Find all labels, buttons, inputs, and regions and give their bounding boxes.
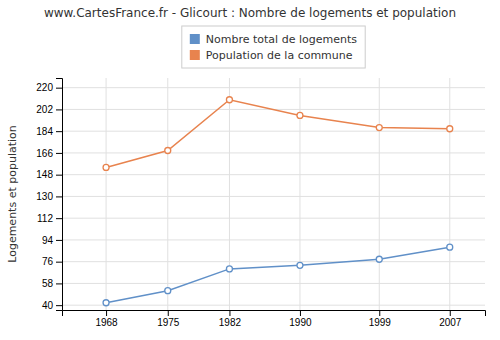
grid-line-y <box>62 218 485 219</box>
chart: www.CartesFrance.fr - Glicourt : Nombre … <box>0 0 500 340</box>
y-tick: 58 <box>42 278 62 289</box>
y-tick: 76 <box>42 256 62 267</box>
legend: Nombre total de logements Population de l… <box>182 26 365 68</box>
x-tick-label: 2007 <box>439 317 462 328</box>
grid-line-y <box>62 152 485 153</box>
y-tick-label: 220 <box>36 82 53 93</box>
y-tick-mark <box>56 109 62 110</box>
grid-line-y <box>62 131 485 132</box>
y-tick: 202 <box>36 104 62 115</box>
y-axis: 40 58 76 94 112 130 148 166 184 202 220 <box>36 79 62 311</box>
x-tick-label: 1968 <box>95 317 118 328</box>
grid-line-y <box>62 261 485 262</box>
legend-label: Population de la commune <box>206 49 353 62</box>
grid-line-y <box>62 283 485 284</box>
y-axis-line <box>56 79 63 311</box>
series-line <box>106 100 450 168</box>
grid-line-y <box>62 239 485 240</box>
series-marker <box>103 300 109 306</box>
series-marker <box>297 262 303 268</box>
x-tick: 2007 <box>439 310 462 328</box>
x-tick: 1968 <box>95 310 118 328</box>
legend-swatch <box>190 50 200 60</box>
y-tick-label: 148 <box>36 169 53 180</box>
grid <box>62 78 485 310</box>
y-tick-mark <box>56 153 62 154</box>
series-marker <box>103 164 109 170</box>
y-tick-mark <box>56 175 62 176</box>
y-tick-mark <box>56 283 62 284</box>
series-marker <box>226 266 232 272</box>
legend-box <box>182 26 365 68</box>
series-marker <box>165 148 171 154</box>
y-tick-mark <box>56 240 62 241</box>
y-tick: 130 <box>36 191 62 202</box>
legend-item: Nombre total de logements <box>190 33 357 46</box>
title: www.CartesFrance.fr - Glicourt : Nombre … <box>44 6 456 20</box>
y-tick-label: 40 <box>42 300 54 311</box>
grid-line-y <box>62 87 485 88</box>
series-marker <box>165 288 171 294</box>
y-tick-mark <box>56 196 62 197</box>
y-tick-mark <box>56 131 62 132</box>
grid-line-y <box>62 174 485 175</box>
y-tick-label: 76 <box>42 256 54 267</box>
plot-area: 1968 1975 1982 1990 1999 2007 40 58 76 94 112 130 14… <box>36 78 485 328</box>
x-tick-label: 1990 <box>289 317 312 328</box>
x-tick: 1990 <box>289 310 312 328</box>
y-tick-label: 166 <box>36 148 53 159</box>
series-marker <box>297 112 303 118</box>
y-tick-mark <box>56 305 62 306</box>
y-tick-label: 130 <box>36 191 53 202</box>
legend-item: Population de la commune <box>190 49 353 62</box>
y-tick: 112 <box>37 213 62 224</box>
grid-line-y <box>62 196 485 197</box>
y-axis-title: Logements et population <box>6 125 19 263</box>
series-marker <box>376 256 382 262</box>
x-tick-label: 1982 <box>219 317 242 328</box>
y-tick: 220 <box>36 82 62 93</box>
x-axis-line <box>63 311 486 317</box>
series-marker <box>447 126 453 132</box>
x-tick-label: 1975 <box>157 317 180 328</box>
y-tick: 166 <box>36 148 62 159</box>
y-tick: 148 <box>36 169 62 180</box>
grid-line-x <box>106 78 107 310</box>
x-tick-mark <box>379 310 380 316</box>
grid-line-x <box>167 78 168 310</box>
grid-line-y <box>62 305 485 306</box>
grid-line-x <box>449 78 450 310</box>
y-tick-mark <box>56 218 62 219</box>
x-tick: 1982 <box>219 310 242 328</box>
y-tick-label: 58 <box>42 278 54 289</box>
x-tick-mark <box>450 310 451 316</box>
x-tick-mark <box>229 310 230 316</box>
x-tick-mark <box>168 310 169 316</box>
y-tick-mark <box>56 88 62 89</box>
y-tick-label: 184 <box>36 126 53 137</box>
y-tick-label: 94 <box>42 235 54 246</box>
grid-line-x <box>229 78 230 310</box>
legend-items: Nombre total de logements Population de l… <box>190 33 357 62</box>
x-tick: 1999 <box>369 310 392 328</box>
x-tick: 1975 <box>157 310 180 328</box>
grid-line-x <box>379 78 380 310</box>
y-tick-label: 112 <box>37 213 53 224</box>
y-tick-label: 202 <box>36 104 53 115</box>
legend-label: Nombre total de logements <box>206 33 357 46</box>
series-marker <box>376 125 382 131</box>
y-tick: 40 <box>42 300 62 311</box>
y-tick: 184 <box>36 126 62 137</box>
series-line <box>106 247 450 303</box>
y-tick-mark <box>56 262 62 263</box>
series-marker <box>226 97 232 103</box>
y-tick: 94 <box>42 235 62 246</box>
legend-swatch <box>190 34 200 44</box>
series-marker <box>447 244 453 250</box>
data-layer <box>103 97 453 306</box>
x-tick-mark <box>300 310 301 316</box>
x-axis: 1968 1975 1982 1990 1999 2007 <box>63 310 486 328</box>
x-tick-label: 1999 <box>369 317 392 328</box>
x-tick-mark <box>106 310 107 316</box>
